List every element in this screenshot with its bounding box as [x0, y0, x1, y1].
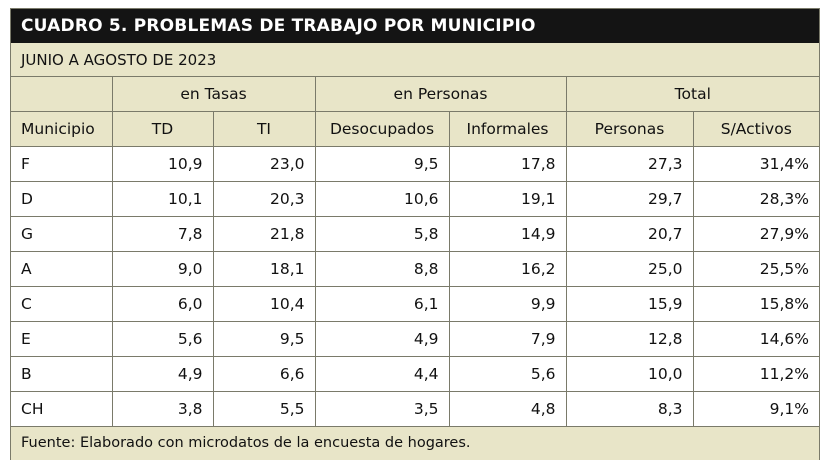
cell-sactivos: 25,5% — [692, 251, 820, 287]
cell-ti: 6,6 — [212, 356, 316, 392]
cell-sactivos: 15,8% — [692, 286, 820, 322]
cell-municipio: D — [11, 181, 113, 217]
group-header-total: Total — [565, 77, 820, 112]
col-header-sactivos: S/Activos — [692, 111, 820, 147]
table-row: C 6,0 10,4 6,1 9,9 15,9 15,8% — [11, 286, 820, 322]
cell-ti: 20,3 — [212, 181, 316, 217]
cell-sactivos: 11,2% — [692, 356, 820, 392]
cell-municipio: E — [11, 321, 113, 357]
cell-informales: 4,8 — [448, 391, 567, 427]
table-row: D 10,1 20,3 10,6 19,1 29,7 28,3% — [11, 181, 820, 217]
cell-desocupados: 9,5 — [314, 146, 450, 182]
cell-informales: 17,8 — [448, 146, 567, 182]
cell-ti: 10,4 — [212, 286, 316, 322]
group-header-tasas: en Tasas — [111, 77, 316, 112]
table-row: F 10,9 23,0 9,5 17,8 27,3 31,4% — [11, 146, 820, 182]
cell-sactivos: 31,4% — [692, 146, 820, 182]
cell-informales: 7,9 — [448, 321, 567, 357]
table-row: CH 3,8 5,5 3,5 4,8 8,3 9,1% — [11, 391, 820, 427]
table-row: B 4,9 6,6 4,4 5,6 10,0 11,2% — [11, 356, 820, 392]
cell-informales: 16,2 — [448, 251, 567, 287]
cell-personas: 10,0 — [565, 356, 694, 392]
cell-sactivos: 28,3% — [692, 181, 820, 217]
table-row: A 9,0 18,1 8,8 16,2 25,0 25,5% — [11, 251, 820, 287]
cell-municipio: B — [11, 356, 113, 392]
cell-personas: 20,7 — [565, 216, 694, 252]
cell-informales: 14,9 — [448, 216, 567, 252]
cell-sactivos: 9,1% — [692, 391, 820, 427]
data-table: en Tasas en Personas Total Municipio TD … — [11, 77, 820, 427]
cell-municipio: G — [11, 216, 113, 252]
cell-sactivos: 14,6% — [692, 321, 820, 357]
cell-td: 5,6 — [111, 321, 214, 357]
cell-personas: 25,0 — [565, 251, 694, 287]
cell-desocupados: 5,8 — [314, 216, 450, 252]
cell-td: 10,1 — [111, 181, 214, 217]
col-header-informales: Informales — [448, 111, 567, 147]
table-frame: CUADRO 5. PROBLEMAS DE TRABAJO POR MUNIC… — [10, 8, 820, 460]
col-header-municipio: Municipio — [11, 111, 113, 147]
cell-personas: 8,3 — [565, 391, 694, 427]
cell-desocupados: 4,9 — [314, 321, 450, 357]
col-header-td: TD — [111, 111, 214, 147]
cell-sactivos: 27,9% — [692, 216, 820, 252]
group-header-empty — [11, 77, 113, 112]
cell-informales: 5,6 — [448, 356, 567, 392]
cell-td: 6,0 — [111, 286, 214, 322]
cell-ti: 5,5 — [212, 391, 316, 427]
cell-personas: 12,8 — [565, 321, 694, 357]
cell-ti: 23,0 — [212, 146, 316, 182]
cell-desocupados: 6,1 — [314, 286, 450, 322]
cell-municipio: CH — [11, 391, 113, 427]
cell-municipio: C — [11, 286, 113, 322]
cell-desocupados: 4,4 — [314, 356, 450, 392]
cell-informales: 19,1 — [448, 181, 567, 217]
group-header-row: en Tasas en Personas Total — [11, 77, 820, 112]
cell-informales: 9,9 — [448, 286, 567, 322]
table-subtitle: JUNIO A AGOSTO DE 2023 — [11, 43, 819, 77]
cell-personas: 27,3 — [565, 146, 694, 182]
table-row: G 7,8 21,8 5,8 14,9 20,7 27,9% — [11, 216, 820, 252]
col-header-personas: Personas — [565, 111, 694, 147]
cell-desocupados: 3,5 — [314, 391, 450, 427]
cell-municipio: F — [11, 146, 113, 182]
col-header-ti: TI — [212, 111, 316, 147]
group-header-personas: en Personas — [314, 77, 567, 112]
cell-td: 7,8 — [111, 216, 214, 252]
table-footer: Fuente: Elaborado con microdatos de la e… — [11, 427, 819, 460]
cell-personas: 29,7 — [565, 181, 694, 217]
cell-desocupados: 8,8 — [314, 251, 450, 287]
cell-personas: 15,9 — [565, 286, 694, 322]
table-title: CUADRO 5. PROBLEMAS DE TRABAJO POR MUNIC… — [11, 9, 819, 43]
cell-td: 3,8 — [111, 391, 214, 427]
cell-ti: 18,1 — [212, 251, 316, 287]
cell-td: 10,9 — [111, 146, 214, 182]
cell-ti: 9,5 — [212, 321, 316, 357]
cell-td: 4,9 — [111, 356, 214, 392]
column-header-row: Municipio TD TI Desocupados Informales P… — [11, 111, 820, 147]
cell-td: 9,0 — [111, 251, 214, 287]
cell-municipio: A — [11, 251, 113, 287]
col-header-desocupados: Desocupados — [314, 111, 450, 147]
cell-ti: 21,8 — [212, 216, 316, 252]
cell-desocupados: 10,6 — [314, 181, 450, 217]
table-row: E 5,6 9,5 4,9 7,9 12,8 14,6% — [11, 321, 820, 357]
